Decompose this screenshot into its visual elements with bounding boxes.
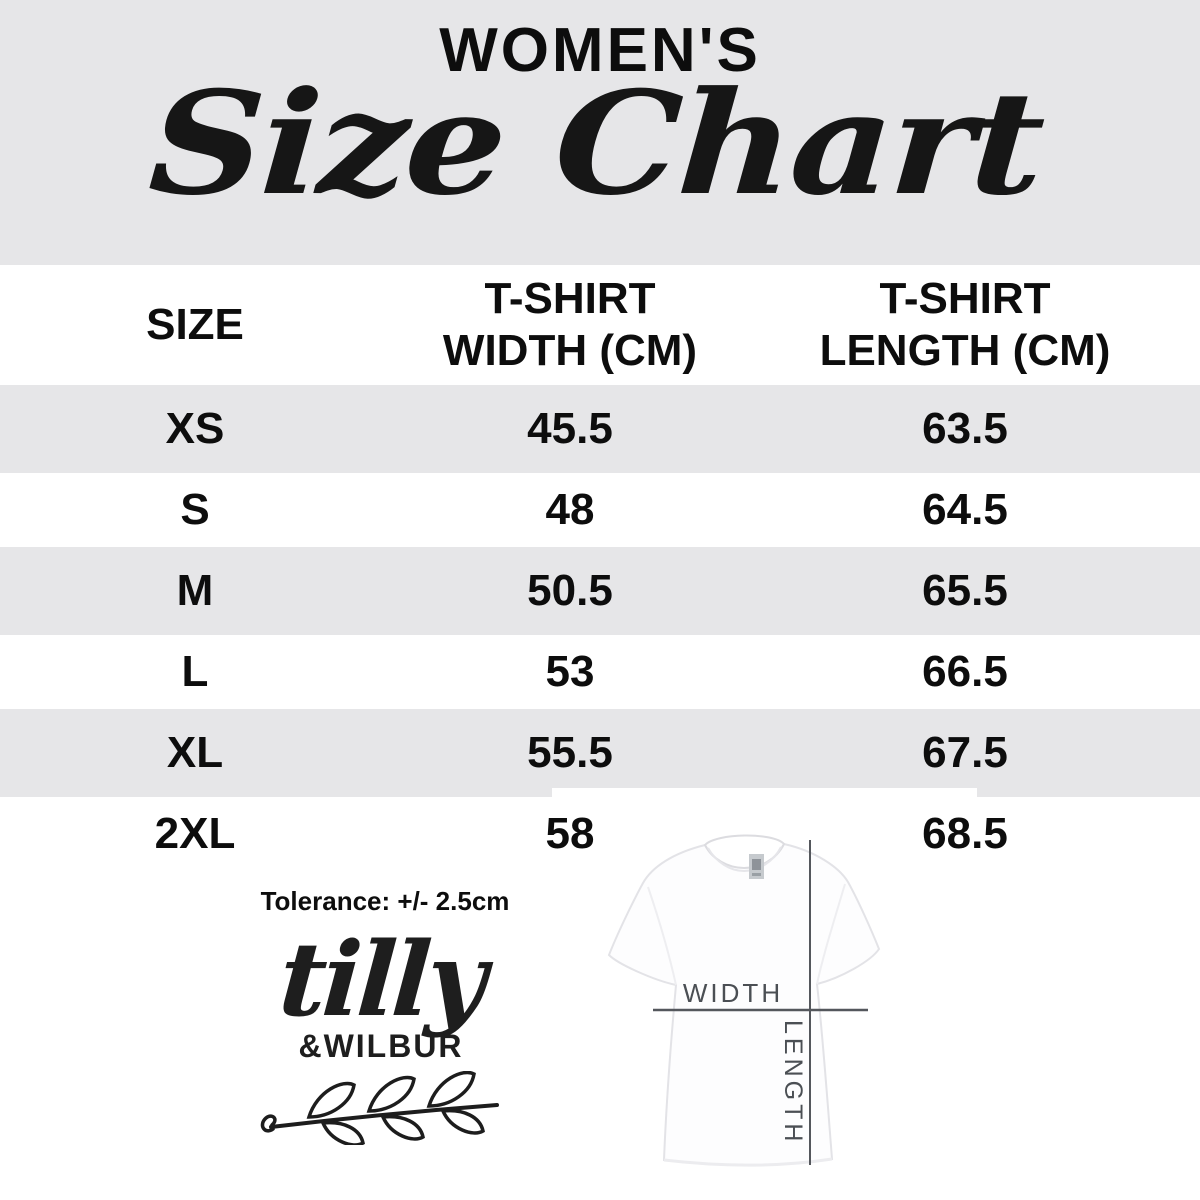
width-cell: 58 xyxy=(545,809,595,858)
width-label: WIDTH xyxy=(683,978,783,1008)
column-header-size-label: SIZE xyxy=(146,300,244,349)
header-kicker: WOMEN'S xyxy=(439,16,761,85)
size-cell: XL xyxy=(166,728,224,777)
length-cell: 64.5 xyxy=(922,485,1008,534)
size-cell: L xyxy=(181,647,209,696)
page-title: Size Chart xyxy=(145,61,1047,227)
size-cell: 2XL xyxy=(154,809,236,858)
size-table-body: XS 45.5 63.5 S 48 64.5 M 50.5 65.5 L 53 … xyxy=(0,385,1200,871)
length-cell: 68.5 xyxy=(922,809,1008,858)
width-cell: 53 xyxy=(545,647,595,696)
width-cell: 48 xyxy=(545,485,595,534)
length-cell: 66.5 xyxy=(922,647,1008,696)
length-cell: 63.5 xyxy=(922,404,1008,453)
column-header-size: SIZE xyxy=(0,265,390,385)
table-header-row: SIZE T-SHIRT WIDTH (CM) T-SHIRT LENGTH (… xyxy=(0,265,1200,385)
table-row: M 50.5 65.5 xyxy=(0,547,1200,635)
column-header-width-line1: T-SHIRT xyxy=(484,274,656,323)
width-cell: 50.5 xyxy=(527,566,613,615)
length-label: LENGTH xyxy=(779,1020,807,1145)
table-row: XL 55.5 67.5 xyxy=(0,709,1200,797)
column-header-length-line1: T-SHIRT xyxy=(879,274,1051,323)
width-cell: 55.5 xyxy=(527,728,613,777)
table-row: S 48 64.5 xyxy=(0,473,1200,547)
brand-logo: tilly &WILBUR xyxy=(238,920,524,1145)
brand-logo-script: tilly xyxy=(275,920,487,1040)
width-cell: 45.5 xyxy=(527,404,613,453)
branch-icon xyxy=(260,1071,499,1145)
size-cell: M xyxy=(176,566,214,615)
table-row: XS 45.5 63.5 xyxy=(0,385,1200,473)
tolerance-note: Tolerance: +/- 2.5cm xyxy=(260,886,510,916)
tshirt-photo: WIDTH LENGTH xyxy=(552,788,977,1200)
column-header-length-line2: LENGTH (CM) xyxy=(819,326,1111,375)
column-header-width: T-SHIRT WIDTH (CM) xyxy=(390,265,750,385)
size-cell: S xyxy=(180,485,210,534)
length-cell: 65.5 xyxy=(922,566,1008,615)
column-header-length: T-SHIRT LENGTH (CM) xyxy=(750,265,1180,385)
table-row: 2XL 58 68.5 xyxy=(0,797,1200,871)
size-cell: XS xyxy=(165,404,225,453)
tshirt-illustration: WIDTH LENGTH xyxy=(607,834,881,1167)
column-header-width-line2: WIDTH (CM) xyxy=(442,326,698,375)
brand-logo-caps: &WILBUR xyxy=(298,1028,464,1064)
length-cell: 67.5 xyxy=(922,728,1008,777)
header-banner: WOMEN'S Size Chart xyxy=(0,0,1200,265)
table-row: L 53 66.5 xyxy=(0,635,1200,709)
